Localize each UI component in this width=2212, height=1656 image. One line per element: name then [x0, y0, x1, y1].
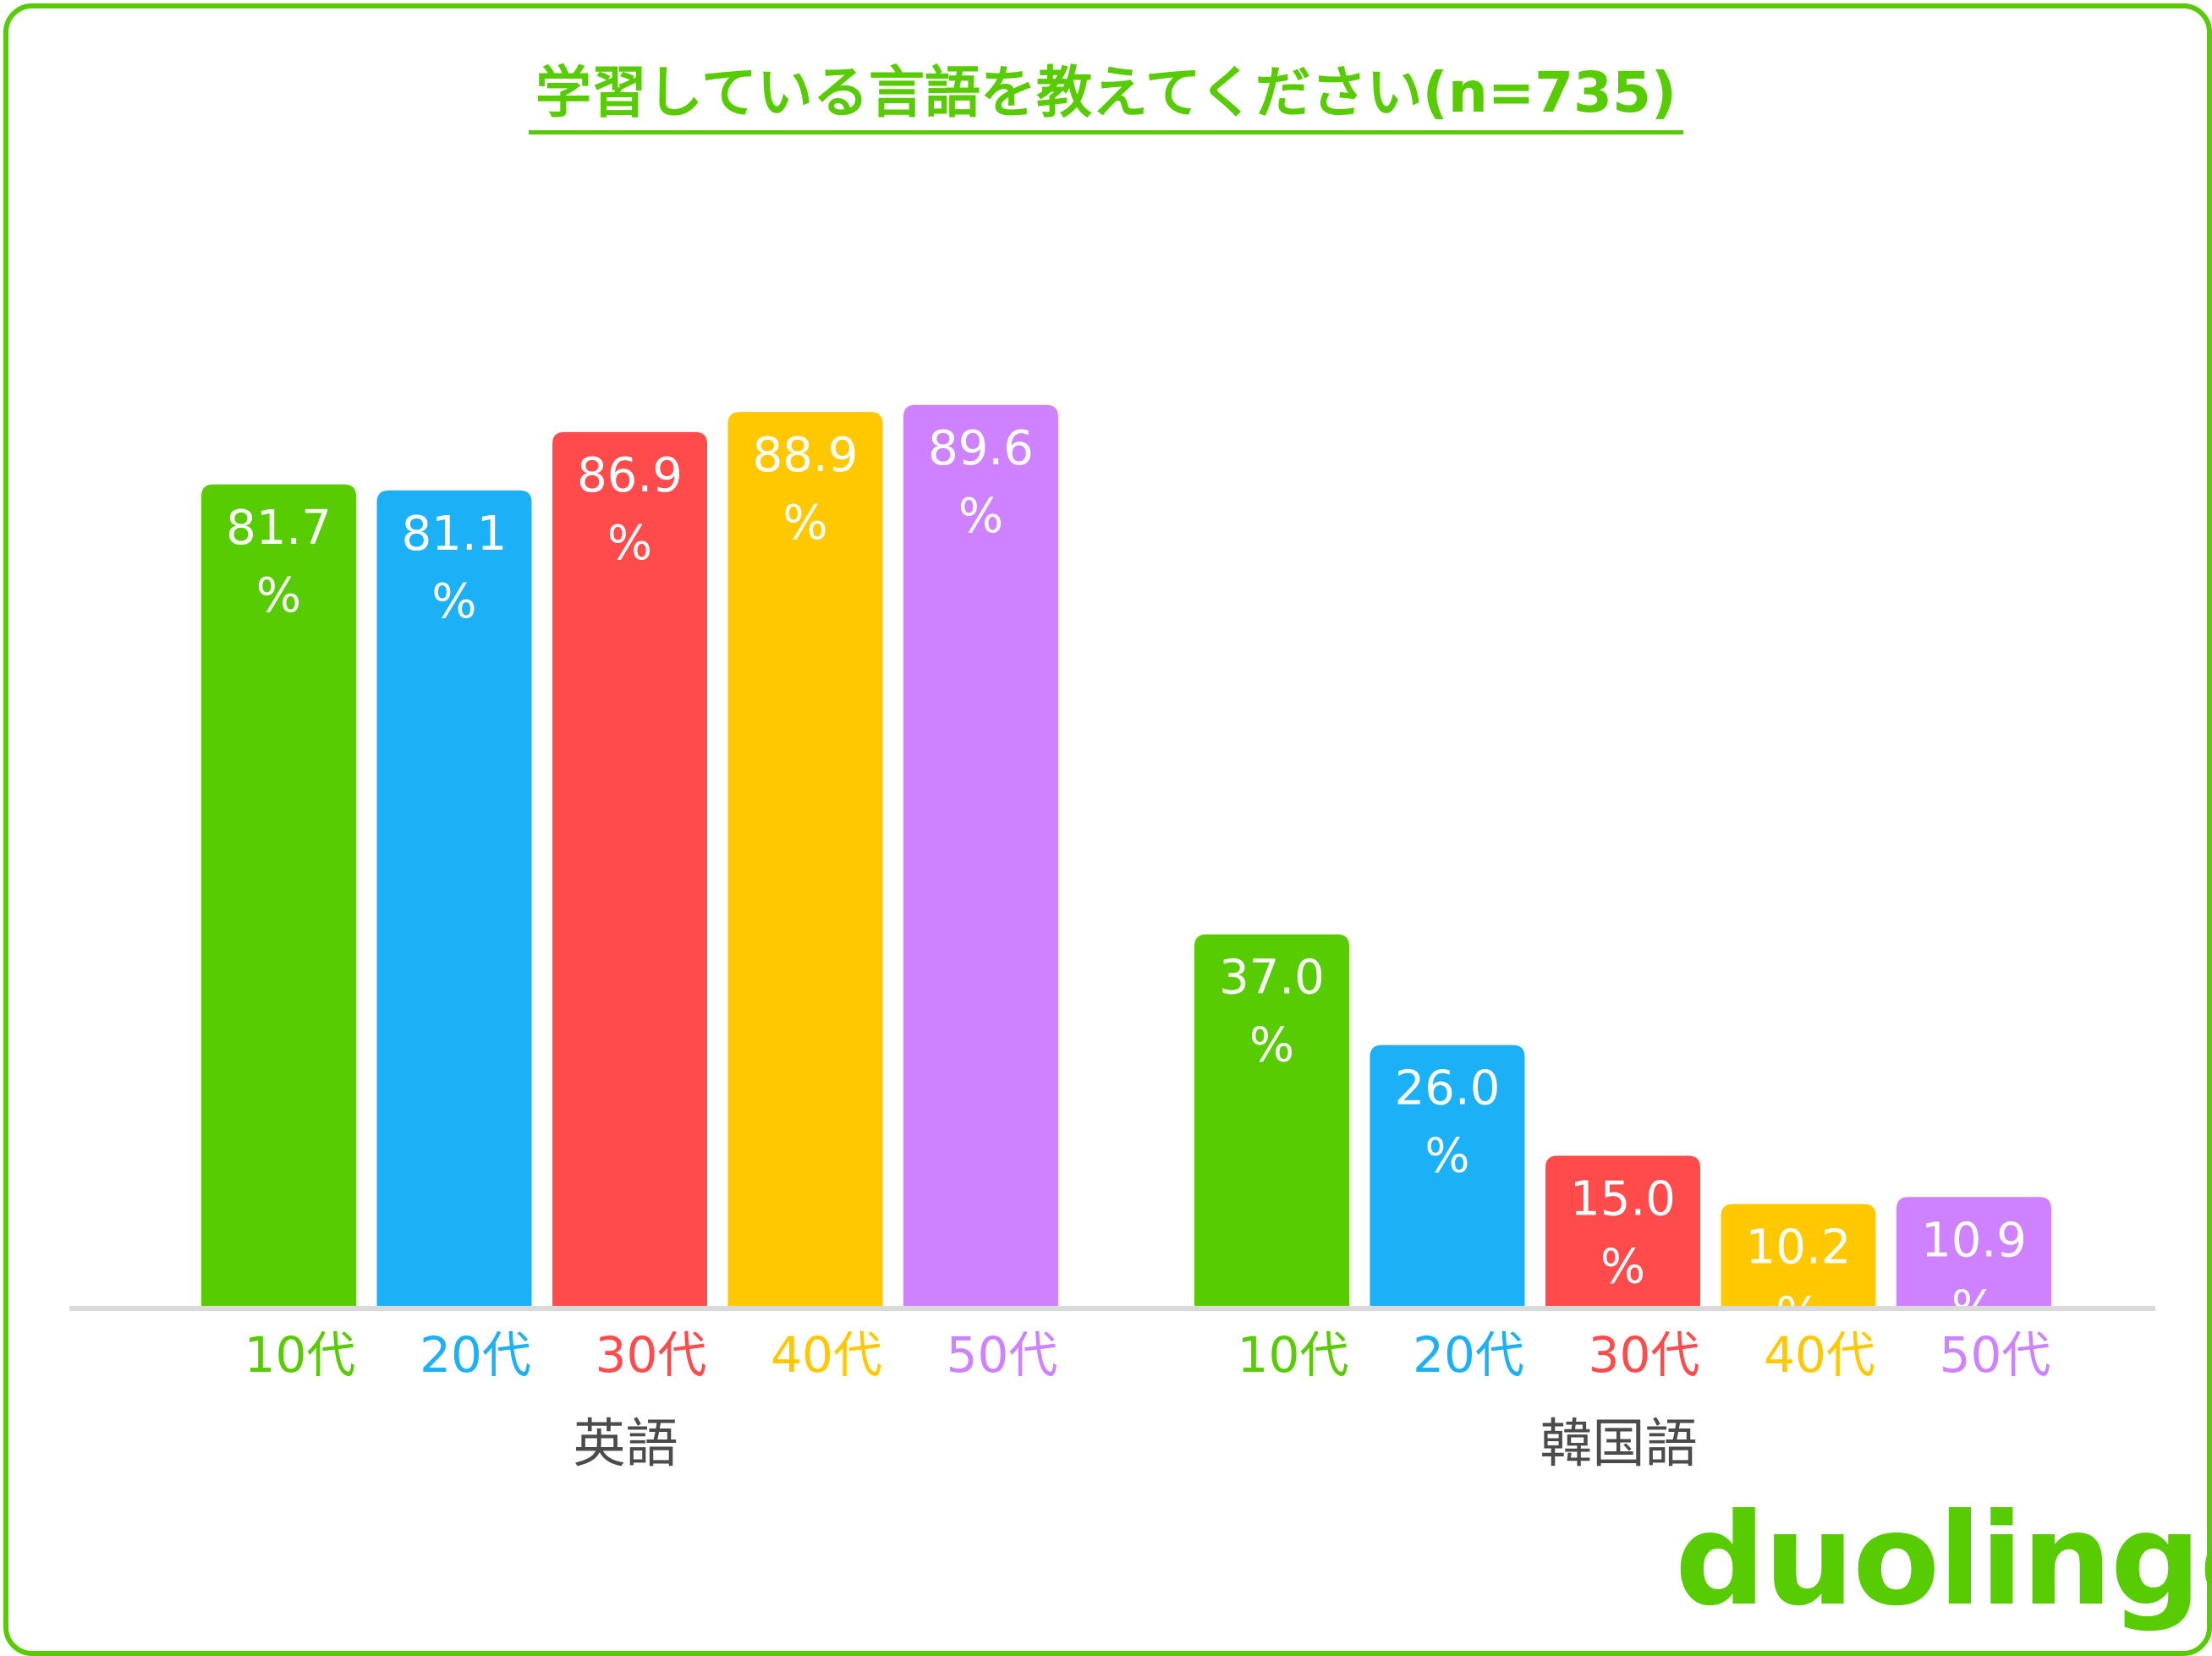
bar-percent-label: %	[431, 574, 476, 629]
bar-percent-label: %	[607, 516, 652, 571]
bar	[903, 404, 1058, 1307]
bar	[1896, 1197, 2051, 1307]
bar-value-label: 10.2	[1746, 1220, 1852, 1275]
bar-value-label: 26.0	[1395, 1061, 1501, 1116]
age-tick-label: 20代	[1413, 1326, 1524, 1384]
age-tick-label: 10代	[244, 1326, 356, 1384]
language-group-label: 英語	[573, 1412, 678, 1474]
bar-value-label: 15.0	[1570, 1172, 1676, 1227]
bar-percent-label: %	[782, 496, 827, 551]
bar-value-label: 81.7	[226, 501, 332, 556]
duolingo-logo: duolingo	[1675, 1487, 2212, 1634]
age-tick-label: 40代	[771, 1326, 882, 1384]
chart-title: 学習している言語を教えてください(n=735)	[0, 47, 2212, 134]
bar	[552, 431, 707, 1307]
bar-percent-label: %	[958, 489, 1003, 544]
bar-percent-label: %	[1249, 1018, 1294, 1073]
bar	[1194, 934, 1349, 1307]
bar	[1369, 1045, 1525, 1307]
age-tick-label: 50代	[947, 1326, 1058, 1384]
bar	[1545, 1155, 1700, 1307]
bar-percent-label: %	[1424, 1129, 1469, 1184]
bar-value-label: 81.1	[402, 507, 508, 562]
bar-percent-label: %	[1776, 1288, 1820, 1343]
bar-percent-label: %	[1600, 1240, 1645, 1295]
bar	[376, 490, 532, 1307]
age-tick-label: 30代	[596, 1326, 707, 1384]
language-group-label: 韓国語	[1540, 1412, 1697, 1474]
age-tick-label: 50代	[1940, 1326, 2051, 1384]
bar-value-label: 89.6	[928, 421, 1034, 476]
age-tick-label: 40代	[1764, 1326, 1875, 1384]
age-tick-label: 10代	[1238, 1326, 1349, 1384]
chart-title-text: 学習している言語を教えてください(n=735)	[528, 60, 1684, 134]
age-tick-label: 30代	[1589, 1326, 1700, 1384]
age-tick-label: 20代	[420, 1326, 531, 1384]
bar-value-label: 88.9	[753, 428, 859, 483]
chart-frame	[3, 3, 2212, 1656]
bar-value-label: 37.0	[1219, 951, 1325, 1006]
bar	[1721, 1204, 1876, 1307]
bar-value-label: 86.9	[577, 448, 683, 503]
bar	[727, 412, 883, 1308]
bar	[201, 484, 356, 1307]
bar-percent-label: %	[256, 568, 301, 623]
bar-value-label: 10.9	[1921, 1213, 2027, 1268]
